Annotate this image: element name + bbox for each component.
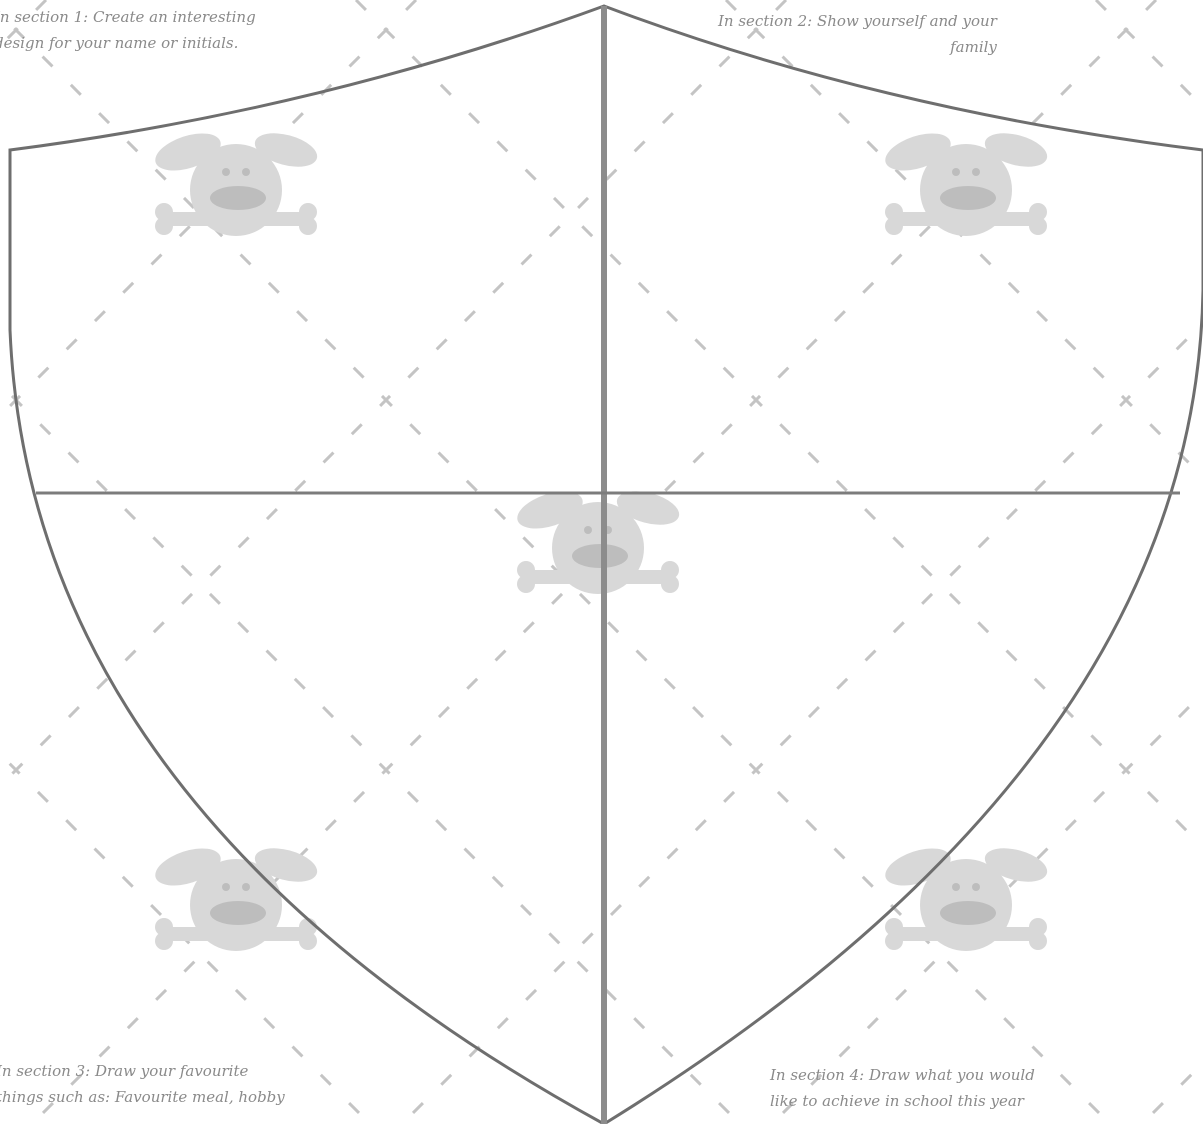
puppy-mascot-icon xyxy=(512,484,683,594)
section-3-instruction-line-2: things such as: Favourite meal, hobby xyxy=(0,1088,285,1106)
lattice-line xyxy=(1140,1060,1203,1124)
lattice-line xyxy=(354,0,1203,850)
section-2-instruction: In section 2: Show yourself and your fam… xyxy=(718,8,997,60)
section-3-instruction: In section 3: Draw your favourite things… xyxy=(0,1058,285,1110)
puppy-mascot-icon xyxy=(150,841,321,951)
lattice-line xyxy=(1094,0,1203,110)
lattice-line xyxy=(400,320,1203,1124)
section-1-instruction: In section 1: Create an interesting desi… xyxy=(0,4,256,56)
section-2-instruction-line-1: In section 2: Show yourself and your xyxy=(718,12,997,30)
section-4-instruction-line-2: like to achieve in school this year xyxy=(770,1092,1024,1110)
section-4-instruction: In section 4: Draw what you would like t… xyxy=(770,1062,1035,1114)
section-4-instruction-line-1: In section 4: Draw what you would xyxy=(770,1066,1035,1084)
puppy-mascot-icon xyxy=(150,126,321,236)
lattice-line xyxy=(0,0,48,49)
lattice-line xyxy=(0,381,742,1124)
watermark-mascots xyxy=(150,126,1051,951)
section-1-instruction-line-1: In section 1: Create an interesting xyxy=(0,8,256,26)
section-2-instruction-line-2: family xyxy=(950,38,997,56)
section-1-instruction-line-2: design for your name or initials. xyxy=(0,34,239,52)
puppy-mascot-icon xyxy=(880,126,1051,236)
section-3-instruction-line-1: In section 3: Draw your favourite xyxy=(0,1062,249,1080)
